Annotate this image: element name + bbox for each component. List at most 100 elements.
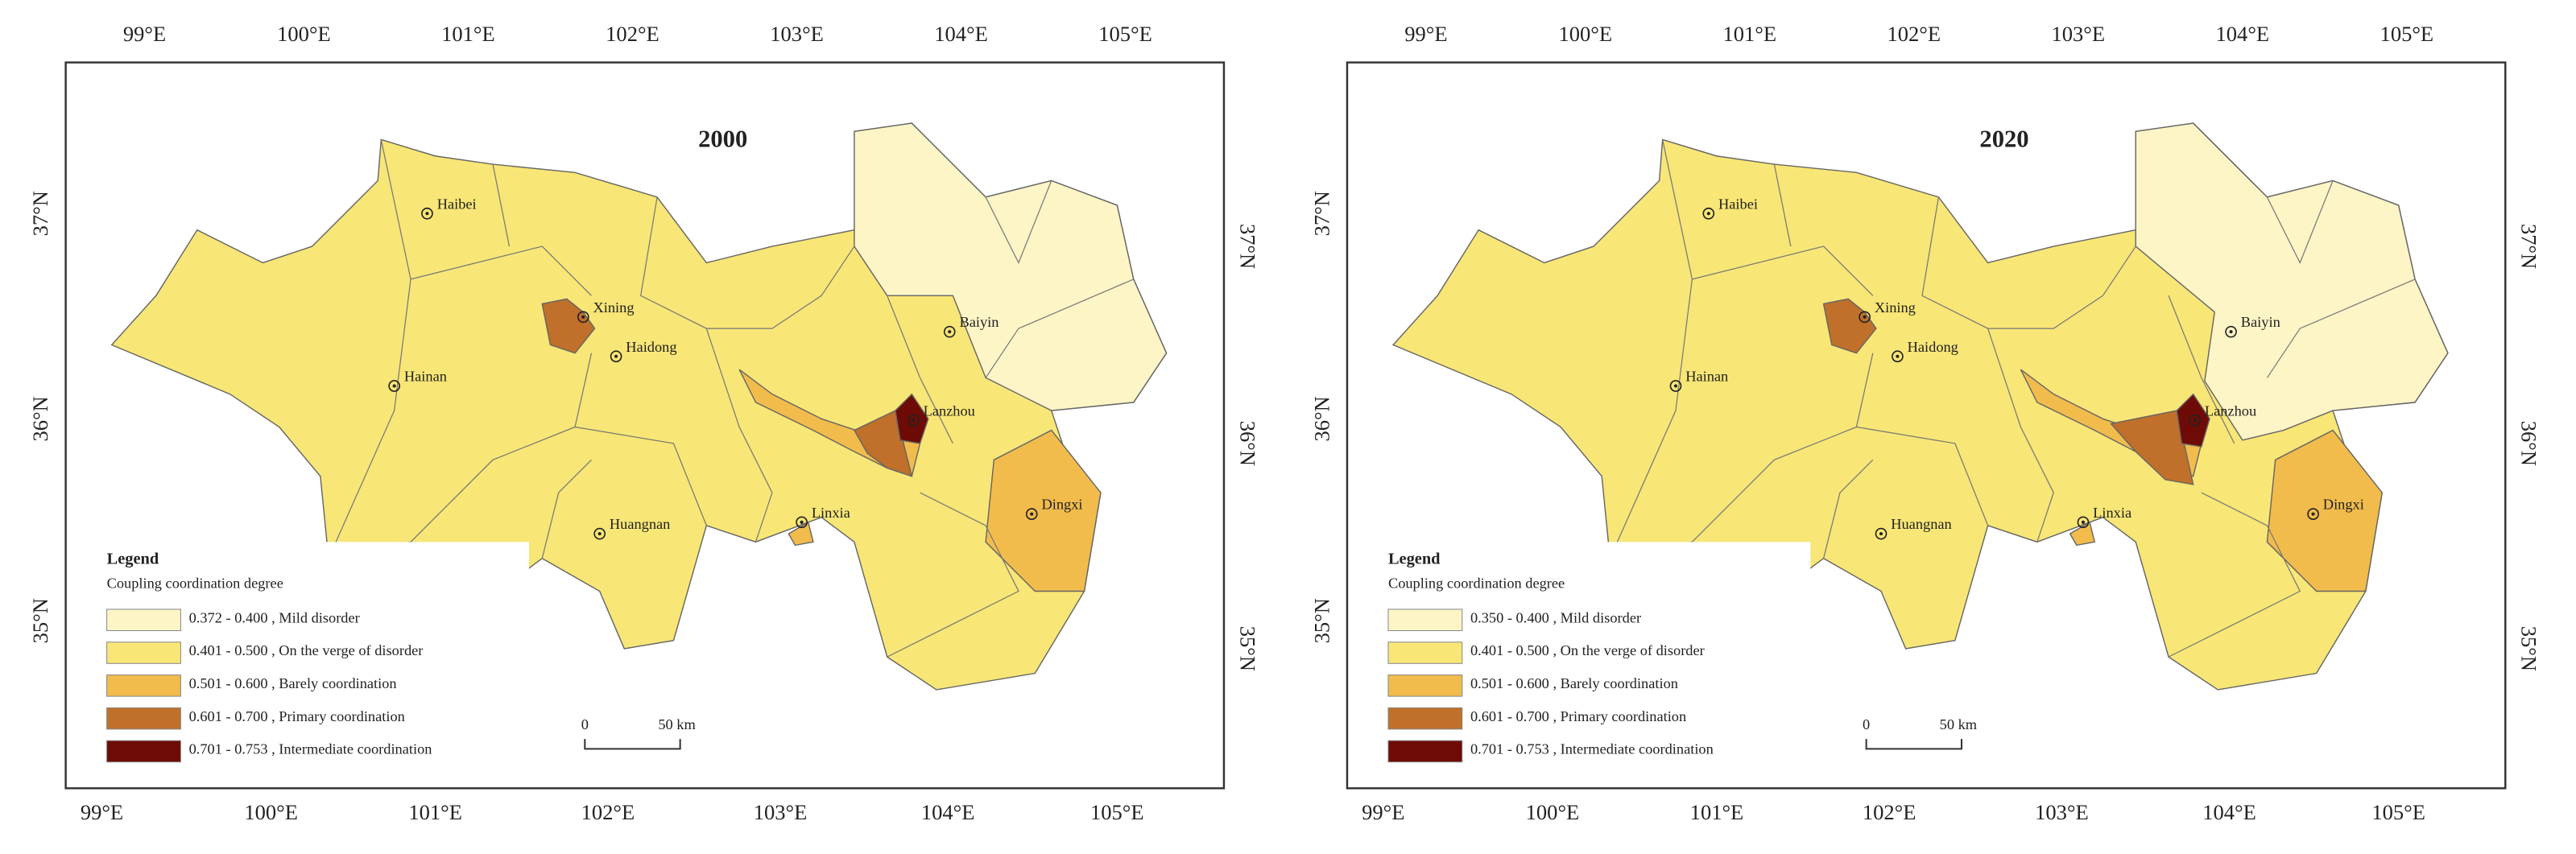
region-border [985, 278, 1134, 378]
legend-swatch [106, 707, 181, 730]
longitude-label: 99°E [123, 22, 166, 46]
city-dot [1879, 532, 1883, 536]
city-label: Haibei [437, 196, 477, 212]
map-panel: 2020 99°E 100°E 101°E 102°E 103°E 104°E 105°E 99… [1309, 22, 2541, 824]
legend-swatch [1387, 740, 1463, 763]
scale-distance: 50 km [658, 716, 695, 732]
city-marker [1669, 380, 1682, 392]
longitude-label: 99°E [1404, 22, 1447, 46]
city-marker [593, 527, 606, 540]
longitude-label: 101°E [1723, 22, 1777, 46]
city-marker [1892, 350, 1904, 363]
longitude-label: 103°E [2052, 22, 2106, 46]
scale-zero: 0 [581, 716, 589, 732]
scale-zero: 0 [1863, 716, 1870, 732]
legend-item: 0.701 - 0.753 , Intermediate coordinatio… [1470, 741, 1714, 757]
region-border [2168, 492, 2301, 658]
legend-swatch [1387, 707, 1463, 730]
longitude-label: 101°E [1690, 800, 1744, 824]
legend-title: Legend [107, 550, 159, 567]
region-border [887, 295, 953, 444]
longitude-label: 101°E [408, 800, 462, 824]
city-label: Xining [593, 299, 635, 316]
longitude-label: 103°E [770, 22, 824, 46]
region-dingxi [985, 429, 1102, 592]
latitude-label: 37°N [28, 191, 52, 236]
longitude-label: 101°E [441, 22, 495, 46]
longitude-label: 102°E [1863, 800, 1916, 824]
city-label: Haidong [626, 339, 676, 355]
map-title: 2000 [698, 126, 747, 153]
legend-subtitle: Coupling coordination degree [107, 576, 283, 592]
city-dot [912, 419, 916, 423]
city-dot [581, 315, 585, 319]
region-border [541, 459, 592, 559]
city-marker [577, 311, 589, 324]
latitude-label: 35°N [2517, 626, 2541, 671]
city-dot [1030, 512, 1034, 516]
city-marker [943, 325, 956, 338]
legend-item: 0.601 - 0.700 , Primary coordination [1470, 708, 1686, 724]
city-marker [1875, 527, 1888, 540]
scale-bar [584, 739, 681, 750]
legend-item: 0.701 - 0.753 , Intermediate coordinatio… [189, 741, 432, 757]
city-dot [597, 532, 602, 536]
region-border [1987, 328, 2054, 543]
legend-item: 0.350 - 0.400 , Mild disorder [1470, 609, 1641, 625]
longitude-label: 104°E [2202, 800, 2256, 824]
longitude-label: 104°E [921, 800, 975, 824]
city-dot [2081, 520, 2085, 524]
region-border [492, 163, 511, 247]
legend-subtitle: Coupling coordination degree [1388, 576, 1565, 592]
longitude-label: 99°E [1362, 800, 1404, 824]
city-dot [425, 212, 429, 216]
city-dot [392, 384, 396, 388]
city-dot [800, 520, 804, 524]
city-marker [2225, 325, 2237, 338]
latitude-label: 35°N [28, 598, 52, 643]
city-dot [614, 354, 618, 358]
legend-swatch [106, 675, 181, 697]
region-border [2266, 180, 2334, 264]
region-border [328, 139, 411, 559]
city-marker [2077, 516, 2090, 529]
city-label: Dingxi [1041, 497, 1082, 513]
legend-swatch [106, 740, 181, 763]
city-marker [2307, 508, 2319, 520]
longitude-label: 100°E [1526, 800, 1580, 824]
city-label: Lanzhou [2205, 402, 2256, 419]
longitude-label: 102°E [581, 800, 635, 824]
longitude-label: 103°E [754, 800, 808, 824]
region-border [410, 245, 592, 296]
longitude-label: 102°E [1888, 22, 1941, 46]
legend-title: Legend [1388, 550, 1441, 567]
latitude-label: 35°N [1309, 598, 1333, 643]
region-border [574, 426, 707, 526]
region-border [1921, 196, 2136, 329]
latitude-label: 36°N [1235, 421, 1259, 466]
region-border [1609, 139, 1693, 559]
city-dot [2311, 512, 2315, 516]
region-border [410, 353, 593, 543]
city-label: Huangnan [1891, 516, 1951, 532]
longitude-label: 99°E [81, 800, 123, 824]
legend-swatch [1387, 642, 1463, 664]
region-border [705, 328, 773, 543]
latitude-label: 37°N [2517, 224, 2541, 269]
city-marker [1859, 311, 1871, 324]
city-marker [1702, 207, 1715, 220]
region-lanzhou-area [853, 410, 913, 477]
region-border [1856, 426, 1989, 526]
longitude-label: 105°E [2371, 800, 2425, 824]
city-label: Huangnan [610, 516, 670, 532]
latitude-label: 37°N [1235, 224, 1259, 269]
latitude-label: 35°N [1235, 626, 1259, 671]
region-lanzhou-area [2110, 410, 2194, 485]
region-linxia [788, 521, 814, 547]
region-lanzhou-core [895, 393, 929, 444]
city-label: Dingxi [2323, 497, 2364, 513]
city-dot [1706, 212, 1710, 216]
city-label: Haidong [1908, 339, 1958, 355]
city-dot [948, 330, 952, 334]
map-title: 2020 [1979, 126, 2028, 153]
